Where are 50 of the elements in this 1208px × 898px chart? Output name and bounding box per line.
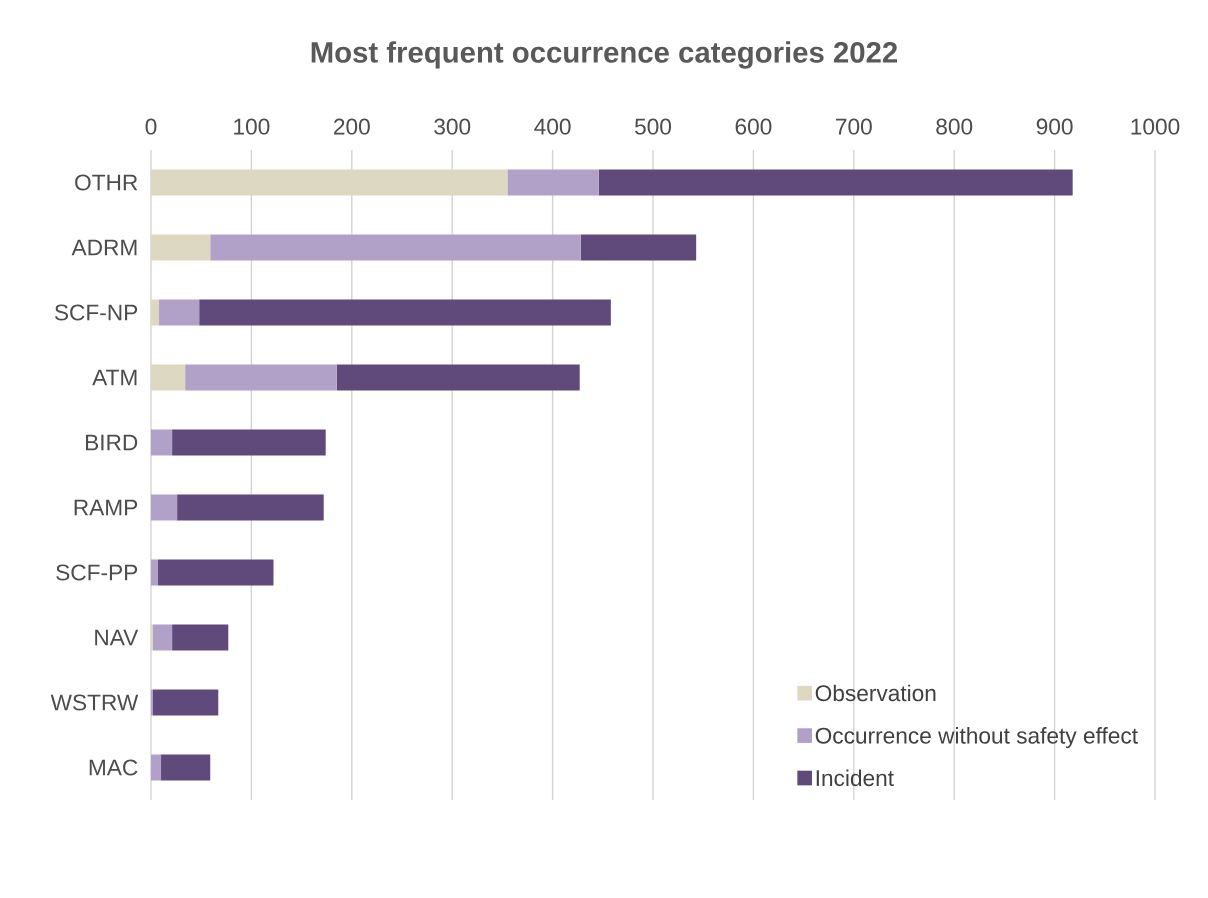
bar — [151, 624, 154, 651]
x-tick-label: 100 — [234, 118, 270, 135]
legend-label: Incident — [816, 769, 894, 787]
y-tick-label: ADRM — [71, 239, 137, 256]
bar — [151, 494, 178, 521]
x-tick-label: 1000 — [1131, 118, 1180, 135]
bar — [151, 559, 159, 586]
y-tick-label: WSTRW — [50, 694, 139, 711]
bar — [151, 364, 186, 391]
x-tick-label: 0 — [145, 118, 157, 135]
bar — [151, 234, 211, 261]
y-tick-label: ATM — [92, 369, 137, 386]
bar — [507, 169, 599, 196]
bar — [151, 754, 162, 781]
bar — [580, 234, 697, 261]
y-tick-label: BIRD — [86, 434, 138, 451]
bar — [185, 364, 337, 391]
x-tick-label: 800 — [936, 118, 973, 135]
bar — [177, 494, 324, 521]
bar — [199, 299, 611, 326]
bar — [153, 624, 173, 651]
x-tick-label: 900 — [1036, 118, 1073, 135]
bar — [151, 299, 160, 326]
bar — [161, 754, 211, 781]
y-tick-label: SCF-PP — [56, 564, 138, 581]
bar — [159, 299, 200, 326]
bar — [598, 169, 1073, 196]
x-tick-label: 200 — [334, 118, 370, 135]
bar — [151, 429, 173, 456]
bar — [172, 429, 326, 456]
bar — [158, 559, 274, 586]
bar — [153, 689, 219, 716]
legend-label: Occurrence without safety effect — [815, 727, 1138, 749]
x-tick-label: 300 — [434, 118, 471, 135]
y-tick-label: NAV — [95, 629, 139, 646]
bar — [336, 364, 580, 391]
x-tick-label: 400 — [534, 118, 571, 135]
y-tick-label: OTHR — [75, 174, 138, 191]
x-tick-label: 600 — [735, 118, 772, 135]
chart-title: Most frequent occurrence categories 2022 — [311, 41, 898, 69]
x-tick-label: 700 — [836, 118, 872, 135]
bar — [210, 234, 581, 261]
y-tick-label: SCF-NP — [54, 304, 138, 321]
bar — [151, 169, 508, 196]
x-tick-label: 500 — [634, 118, 672, 135]
y-tick-label: RAMP — [74, 499, 138, 516]
bar — [151, 689, 154, 716]
legend-label: Observation — [815, 684, 936, 702]
bar — [172, 624, 229, 651]
y-tick-label: MAC — [89, 759, 138, 776]
